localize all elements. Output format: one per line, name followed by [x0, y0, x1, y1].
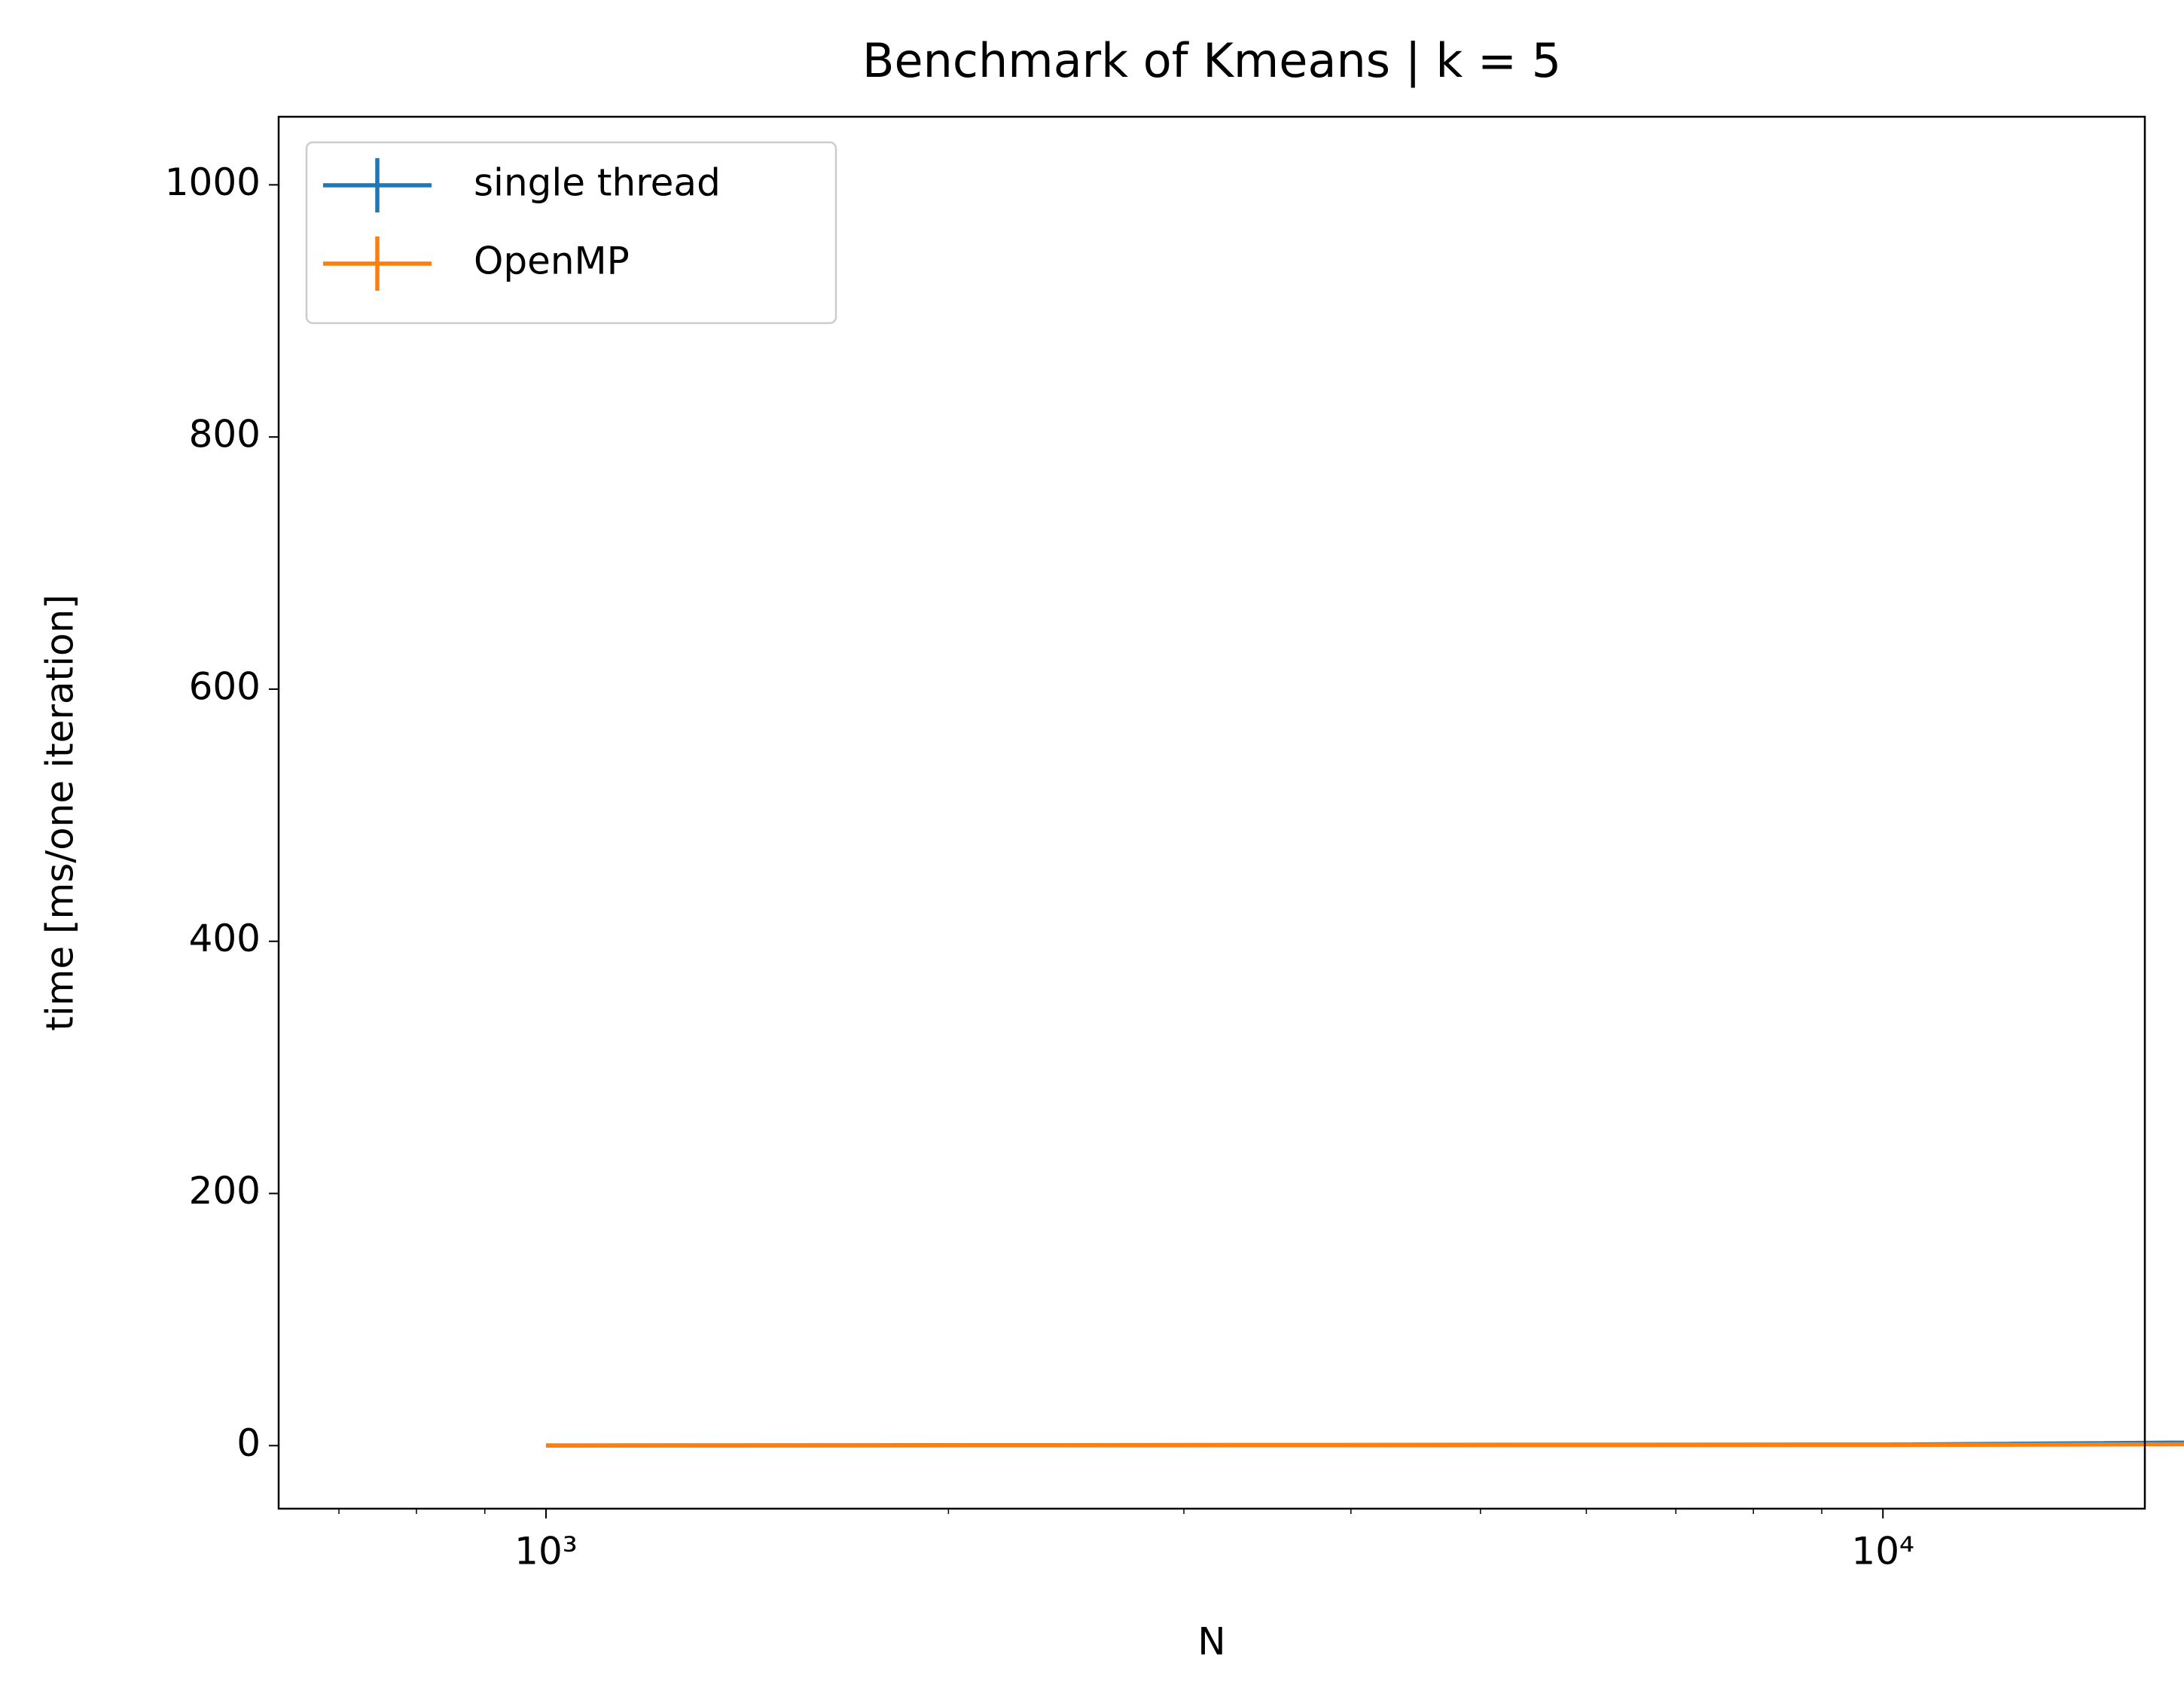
legend: single thread OpenMP — [305, 141, 837, 325]
y-axis-label: time [ms/one iteration] — [38, 594, 82, 1031]
y-tick-label: 1000 — [165, 160, 261, 204]
x-tick-label: 10³ — [514, 1530, 578, 1573]
series-line — [545, 1442, 2184, 1448]
chart-title: Benchmark of Kmeans | k = 5 — [862, 33, 1561, 89]
legend-box — [305, 141, 837, 325]
y-tick-label: 200 — [189, 1169, 261, 1213]
legend-label: single thread — [474, 161, 721, 205]
y-tick-label: 600 — [189, 664, 261, 708]
legend-label: OpenMP — [474, 240, 630, 283]
x-axis-label: N — [1197, 1620, 1225, 1664]
y-tick-label: 0 — [236, 1421, 261, 1465]
plot-frame — [277, 115, 2146, 1510]
x-tick-label: 10⁴ — [1851, 1530, 1914, 1573]
y-tick-label: 800 — [189, 413, 261, 456]
y-tick-label: 400 — [189, 917, 261, 960]
